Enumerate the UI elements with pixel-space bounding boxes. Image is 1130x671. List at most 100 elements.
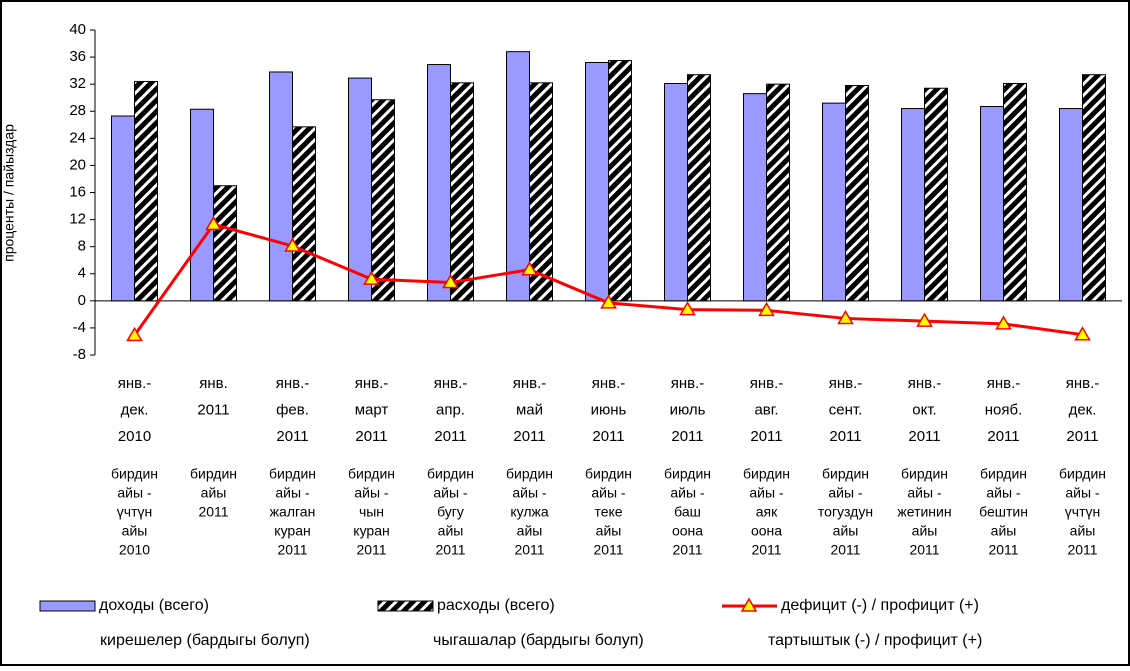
x-tick-label: 2011	[829, 428, 861, 445]
x-tick-label: янв.-	[987, 375, 1021, 392]
bar	[980, 106, 1004, 302]
x-tick-label: май	[516, 401, 543, 418]
x-tick-label-ky: 2011	[356, 542, 386, 558]
x-tick-label-ky: айы	[991, 523, 1017, 539]
bar	[743, 93, 767, 302]
x-tick-label-ky: үчтүн	[1065, 504, 1100, 520]
bar	[269, 71, 293, 302]
x-tick-label-ky: айы -	[828, 485, 863, 501]
x-tick-label: янв.-	[908, 375, 942, 392]
x-tick-label-ky: бирдин	[348, 466, 395, 482]
x-tick-label-ky: бирдин	[664, 466, 711, 482]
bar	[190, 108, 214, 302]
x-tick-label-ky: айы	[833, 523, 859, 539]
marker	[126, 326, 143, 342]
bar	[1059, 108, 1083, 302]
x-tick-label-ky: бирдин	[901, 466, 948, 482]
bar	[292, 126, 316, 302]
y-tick-label: 24	[69, 129, 86, 146]
x-tick-label-ky: айы -	[1065, 485, 1100, 501]
legend-label: расходы (всего)	[437, 597, 555, 614]
y-tick-label: 12	[69, 211, 86, 228]
x-tick-label: март	[355, 401, 389, 418]
x-tick-label-ky: аяк	[756, 504, 778, 520]
x-tick-label-ky: бирдин	[822, 466, 869, 482]
marker	[995, 315, 1012, 330]
bar	[529, 82, 553, 302]
y-tick-label: 40	[69, 21, 86, 38]
x-tick-label-ky: бирдин	[506, 466, 553, 482]
bar	[427, 64, 451, 302]
legend-marker	[740, 597, 758, 612]
x-tick-label-ky: айы	[912, 523, 938, 539]
x-tick-label-ky: бирдин	[1059, 466, 1106, 482]
x-tick-label-ky: бирдин	[980, 466, 1027, 482]
y-tick-label: 20	[69, 156, 86, 173]
x-tick-label-ky: айы -	[986, 485, 1021, 501]
legend-label-ky: чыгашалар (бардыгы болуп)	[433, 632, 644, 649]
bar	[1003, 82, 1027, 302]
x-tick-label: 2011	[908, 428, 940, 445]
x-tick-label-ky: айы	[201, 485, 227, 501]
x-tick-label-ky: үчтүн	[117, 504, 152, 520]
x-tick-label-ky: айы -	[591, 485, 626, 501]
marker	[916, 312, 933, 327]
x-tick-label-ky: 2011	[198, 504, 228, 520]
legend-label-ky: тартыштык (-) / профицит (+)	[768, 632, 982, 649]
x-tick-label-ky: куран	[353, 523, 389, 539]
legend-label: дефицит (-) / профицит (+)	[781, 597, 979, 614]
x-tick-label: янв.-	[671, 375, 705, 392]
bar	[901, 108, 925, 302]
bar	[134, 80, 158, 302]
x-tick-label: июнь	[591, 401, 627, 418]
y-tick-label: 0	[78, 292, 86, 309]
bar	[585, 62, 609, 302]
marker	[837, 309, 854, 325]
bar	[371, 99, 395, 302]
x-tick-label-ky: айы -	[907, 485, 942, 501]
marker	[205, 215, 222, 231]
x-tick-label-ky: кулжа	[510, 504, 549, 520]
marker	[600, 294, 617, 309]
x-tick-label-ky: айы -	[433, 485, 468, 501]
bar	[213, 185, 237, 302]
legend-swatch	[39, 600, 96, 612]
y-tick-label: -4	[73, 319, 86, 336]
x-tick-label-ky: 2010	[119, 542, 150, 558]
x-tick-label: янв.-	[118, 375, 152, 392]
x-tick-label: 2011	[592, 428, 624, 445]
x-tick-label-ky: айы -	[670, 485, 705, 501]
x-tick-label: дек.	[1069, 401, 1097, 418]
x-tick-label: 2011	[276, 428, 308, 445]
x-tick-label: 2011	[513, 428, 545, 445]
marker	[284, 237, 301, 252]
x-tick-label: янв.-	[829, 375, 863, 392]
x-tick-label-ky: оона	[672, 523, 703, 539]
x-tick-label: 2011	[1066, 428, 1098, 445]
x-tick-label: янв.-	[355, 375, 389, 392]
bar	[111, 115, 135, 302]
bar	[664, 82, 688, 302]
x-tick-label: 2011	[197, 401, 229, 418]
x-tick-label: янв.-	[592, 375, 626, 392]
y-tick-label: -8	[73, 346, 86, 363]
x-tick-label-ky: тогуздун	[818, 504, 873, 520]
x-tick-label-ky: айы -	[512, 485, 547, 501]
x-tick-label-ky: теке	[594, 504, 622, 520]
x-tick-label: 2010	[118, 428, 151, 445]
y-tick-label: 28	[69, 102, 86, 119]
x-tick-label-ky: 2011	[435, 542, 465, 558]
x-tick-label-ky: айы	[596, 523, 622, 539]
x-tick-label-ky: 2011	[1067, 542, 1097, 558]
x-tick-label-ky: баш	[674, 504, 701, 520]
legend-label: доходы (всего)	[99, 597, 209, 614]
x-tick-label: дек.	[121, 401, 149, 418]
bar	[766, 83, 790, 302]
x-tick-label-ky: айы	[517, 523, 543, 539]
x-tick-label: 2011	[434, 428, 466, 445]
x-tick-label-ky: 2011	[830, 542, 860, 558]
marker	[363, 270, 380, 285]
bar	[1082, 74, 1106, 302]
